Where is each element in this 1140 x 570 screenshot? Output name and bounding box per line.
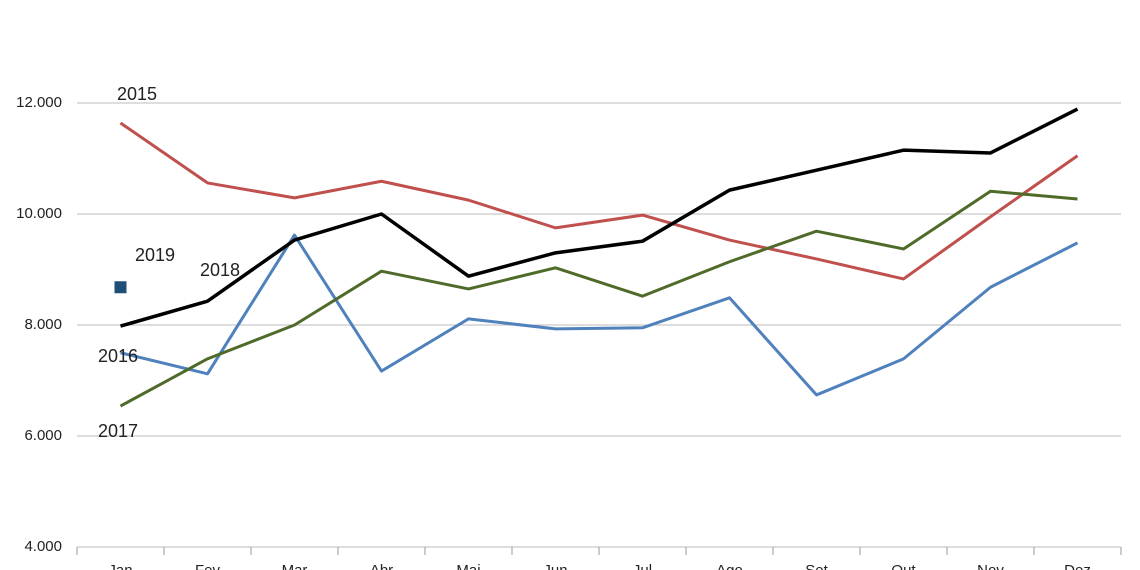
point <box>114 281 127 294</box>
y-tick-label: 8.000 <box>24 316 62 333</box>
series-label: 2016 <box>98 346 138 366</box>
x-tick-label: Mai <box>456 562 480 570</box>
x-tick-label: Out <box>891 562 916 570</box>
series-label: 2015 <box>117 84 157 104</box>
series-label: 2017 <box>98 421 138 441</box>
y-tick-label: 12.000 <box>16 94 62 111</box>
x-tick-label: Jan <box>108 562 132 570</box>
series-line <box>120 107 1079 328</box>
series-label: 2019 <box>135 245 175 265</box>
x-tick-label: Fev <box>195 562 221 570</box>
series-line <box>119 189 1078 408</box>
x-tick-label: Jun <box>543 562 567 570</box>
y-tick-label: 10.000 <box>16 205 62 222</box>
series-label: 2018 <box>200 260 240 280</box>
x-tick-label: Abr <box>370 562 393 570</box>
y-tick-label: 4.000 <box>24 538 62 555</box>
x-tick-label: Set <box>805 562 828 570</box>
x-tick-label: Nov <box>977 562 1004 570</box>
x-tick-label: Jul <box>633 562 652 570</box>
x-tick-label: Mar <box>282 562 308 570</box>
y-tick-label: 6.000 <box>24 427 62 444</box>
x-tick-label: Dez <box>1064 562 1091 570</box>
series-line <box>119 121 1079 281</box>
x-tick-label: Ago <box>716 562 743 570</box>
series-line <box>120 233 1079 397</box>
